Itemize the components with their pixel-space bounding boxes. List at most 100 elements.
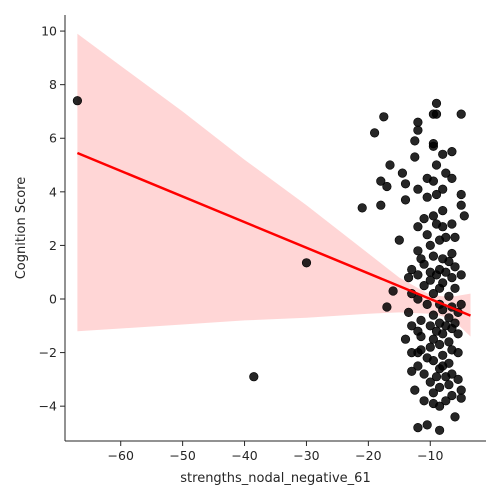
data-point [419, 369, 429, 379]
x-tick-label: −20 [355, 448, 381, 463]
x-axis-label: strengths_nodal_negative_61 [180, 471, 370, 486]
data-point [447, 390, 457, 401]
data-point [419, 214, 429, 224]
data-point [428, 251, 439, 261]
data-point [428, 289, 439, 299]
data-point [453, 329, 463, 339]
data-point [425, 321, 435, 331]
data-point [428, 388, 439, 398]
data-point [422, 230, 432, 240]
data-point [435, 382, 445, 393]
data-point [425, 342, 435, 352]
data-point [413, 222, 423, 232]
data-point [441, 396, 451, 406]
data-point [438, 149, 448, 159]
data-point [456, 385, 466, 395]
y-tick-label: 2 [49, 238, 57, 253]
data-point [416, 315, 426, 326]
data-point [249, 372, 259, 382]
data-point [447, 273, 457, 283]
data-point [444, 337, 454, 347]
data-point [447, 147, 457, 157]
data-point [407, 321, 417, 331]
y-tick-label: −4 [39, 399, 57, 414]
regression-line-layer [76, 151, 471, 317]
y-tick-label: 8 [49, 77, 57, 92]
data-point [456, 299, 466, 310]
data-point [428, 334, 439, 344]
data-point [438, 361, 448, 371]
data-point [453, 374, 463, 385]
data-point [435, 425, 445, 435]
y-tick-label: 6 [49, 131, 57, 146]
data-point [453, 348, 463, 358]
data-point [444, 313, 454, 323]
data-point [447, 369, 457, 379]
data-point [441, 321, 451, 331]
x-tick-label: −10 [417, 448, 443, 463]
data-point [428, 141, 439, 151]
data-point [456, 200, 466, 210]
data-point [388, 286, 398, 296]
data-point [376, 200, 386, 210]
data-point [413, 125, 423, 135]
data-point [400, 334, 411, 344]
data-point [410, 385, 420, 395]
data-point [428, 310, 439, 320]
x-tick-label: −60 [108, 448, 134, 463]
data-point [450, 262, 460, 272]
data-point [357, 203, 367, 213]
data-point [431, 98, 442, 108]
data-point [450, 283, 460, 293]
data-point [413, 246, 423, 256]
confidence-band [77, 33, 471, 337]
y-tick-label: 10 [41, 24, 57, 39]
data-point [413, 423, 423, 433]
data-point [370, 128, 380, 138]
data-point [450, 318, 460, 328]
data-point [456, 109, 466, 119]
data-point [394, 235, 404, 245]
data-point [431, 270, 442, 280]
data-point [419, 396, 429, 406]
data-point [416, 331, 426, 342]
data-point [425, 275, 435, 285]
data-point [413, 117, 423, 127]
points-layer [72, 96, 469, 435]
data-point [435, 339, 445, 350]
data-point [447, 248, 457, 259]
data-point [431, 189, 442, 200]
data-point [441, 232, 451, 242]
y-tick-label: 0 [49, 292, 57, 307]
y-tick-label: −2 [39, 345, 57, 360]
y-tick-label: 4 [49, 184, 57, 199]
data-point [438, 206, 448, 216]
data-point [407, 264, 417, 275]
data-point [404, 273, 414, 283]
x-tick-label: −30 [293, 448, 319, 463]
data-point [431, 372, 442, 382]
data-point [422, 420, 432, 430]
data-point [456, 270, 466, 280]
data-point [431, 160, 442, 170]
data-point [425, 240, 435, 250]
data-point [301, 258, 312, 268]
data-point [456, 393, 466, 403]
data-point [400, 195, 411, 205]
data-point [419, 281, 429, 291]
data-point [428, 398, 439, 409]
data-point [419, 259, 429, 269]
data-point [438, 184, 448, 194]
data-point [385, 160, 395, 170]
data-point [422, 299, 432, 310]
data-point [428, 356, 439, 366]
data-point [413, 348, 423, 358]
data-point [382, 302, 392, 312]
x-tick-label: −50 [169, 448, 195, 463]
confidence-band-layer [77, 33, 471, 337]
data-point [456, 189, 466, 200]
data-point [428, 176, 439, 186]
data-point [413, 361, 423, 371]
